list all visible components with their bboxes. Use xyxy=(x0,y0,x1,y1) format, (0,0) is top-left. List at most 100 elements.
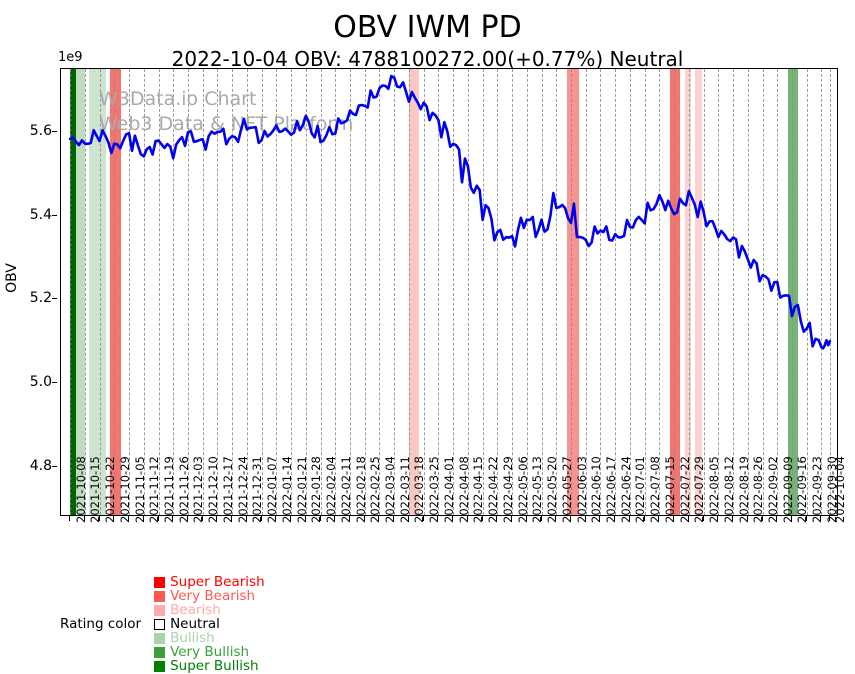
x-tick-mark xyxy=(555,516,557,521)
gridline xyxy=(364,69,366,515)
x-tick-label: 2022-06-17 xyxy=(603,456,618,523)
x-tick-mark xyxy=(231,516,233,521)
gridline xyxy=(688,69,690,515)
gridline xyxy=(114,69,116,515)
x-tick-mark xyxy=(828,516,830,521)
legend-label: Super Bearish xyxy=(170,574,265,590)
gridline xyxy=(615,69,617,515)
x-tick-label: 2022-04-01 xyxy=(441,456,456,523)
obv-line-series xyxy=(68,74,832,350)
rating-band xyxy=(787,69,799,515)
gridline xyxy=(246,69,248,515)
legend-entry[interactable]: Very Bearish xyxy=(154,589,265,603)
gridline xyxy=(585,69,587,515)
gridline xyxy=(84,69,86,515)
x-tick-label: 2022-04-29 xyxy=(500,456,515,523)
gridline xyxy=(394,69,396,515)
x-tick-mark xyxy=(643,516,645,521)
x-tick-label: 2022-01-14 xyxy=(279,456,294,523)
x-tick-label: 2022-06-10 xyxy=(589,456,604,523)
x-tick-label: 2022-08-05 xyxy=(707,456,722,523)
gridline xyxy=(335,69,337,515)
legend-label: Super Bullish xyxy=(170,658,259,674)
gridline xyxy=(217,69,219,515)
legend-label: Neutral xyxy=(170,616,220,632)
x-tick-mark xyxy=(142,516,144,521)
legend-swatch xyxy=(154,590,166,602)
gridline xyxy=(291,69,293,515)
gridline xyxy=(143,69,145,515)
gridline xyxy=(70,69,72,515)
x-tick-mark xyxy=(511,516,513,521)
x-tick-mark xyxy=(717,516,719,521)
x-tick-label: 2021-12-31 xyxy=(250,456,265,523)
legend-entry[interactable]: Bearish xyxy=(154,603,265,617)
gridline xyxy=(467,69,469,515)
x-tick-mark xyxy=(496,516,498,521)
x-tick-mark xyxy=(820,516,822,521)
rating-color-legend: Rating color Super Bearish Very Bearish Be… xyxy=(60,575,276,673)
gridline xyxy=(629,69,631,515)
legend-entries: Super Bearish Very Bearish Bearish Neutral B… xyxy=(154,575,276,673)
legend-swatch xyxy=(154,646,166,658)
gridline xyxy=(747,69,749,515)
x-tick-label: 2022-07-22 xyxy=(677,456,692,523)
x-tick-label: 2021-11-26 xyxy=(176,456,191,523)
x-tick-label: 2021-11-19 xyxy=(162,456,176,523)
legend-entry[interactable]: Neutral xyxy=(154,617,265,631)
x-tick-label: 2022-06-24 xyxy=(618,456,633,523)
x-tick-mark xyxy=(245,516,247,521)
x-tick-mark xyxy=(407,516,409,521)
x-tick-mark xyxy=(113,516,115,521)
x-tick-label: 2021-10-08 xyxy=(73,456,88,523)
gridline xyxy=(674,69,676,515)
x-tick-mark xyxy=(201,516,203,521)
legend-swatch xyxy=(154,632,166,644)
x-tick-label: 2022-02-18 xyxy=(353,456,368,523)
gridline xyxy=(129,69,131,515)
gridline xyxy=(777,69,779,515)
x-tick-label: 2022-03-18 xyxy=(412,456,427,523)
x-tick-mark xyxy=(570,516,571,521)
x-tick-mark xyxy=(584,516,586,521)
rating-band xyxy=(89,69,106,515)
gridline xyxy=(202,69,204,515)
legend-entry[interactable]: Very Bullish xyxy=(154,645,265,659)
x-tick-label: 2022-08-12 xyxy=(721,456,736,523)
legend-entry[interactable]: Super Bullish xyxy=(154,659,265,673)
legend-entry[interactable]: Super Bearish xyxy=(154,575,265,589)
x-tick-mark xyxy=(658,516,660,521)
x-tick-mark xyxy=(673,516,675,521)
rating-band xyxy=(408,69,420,515)
legend-entry[interactable]: Bullish xyxy=(154,631,265,645)
x-tick-label: 2022-03-04 xyxy=(382,456,397,523)
y-axis-ticks: 5.6 5.4 5.2 5.0 4.8 xyxy=(0,68,57,516)
x-tick-mark xyxy=(790,516,792,521)
gridline xyxy=(350,69,352,515)
plot-area[interactable]: W3Data.io Chart Web3 Data & NFT Platform xyxy=(60,68,838,516)
x-tick-label: 2022-05-27 xyxy=(559,456,574,523)
x-tick-mark xyxy=(304,516,306,521)
x-tick-label: 2022-02-25 xyxy=(368,456,383,523)
y-tick-mark xyxy=(52,214,57,216)
legend-label: Bullish xyxy=(170,630,215,646)
legend-label: Very Bullish xyxy=(170,644,250,660)
x-tick-mark xyxy=(98,516,100,521)
y-tick-label: 5.4 xyxy=(29,206,52,223)
x-tick-mark xyxy=(776,516,778,521)
x-tick-mark xyxy=(128,516,130,521)
gridline xyxy=(644,69,646,515)
gridline xyxy=(571,69,572,515)
rating-band xyxy=(110,69,121,515)
obv-polyline xyxy=(68,74,832,350)
x-tick-label: 2022-08-19 xyxy=(736,456,751,523)
x-tick-label: 2022-06-03 xyxy=(574,456,589,523)
x-tick-mark xyxy=(83,516,85,521)
x-tick-label: 2022-03-11 xyxy=(397,456,412,523)
rating-band xyxy=(76,69,85,515)
x-tick-label: 2022-04-08 xyxy=(456,456,471,523)
gridline xyxy=(762,69,764,515)
x-tick-mark xyxy=(628,516,630,521)
x-tick-label: 2022-04-15 xyxy=(471,456,486,523)
x-tick-label: 2022-04-22 xyxy=(486,456,501,523)
